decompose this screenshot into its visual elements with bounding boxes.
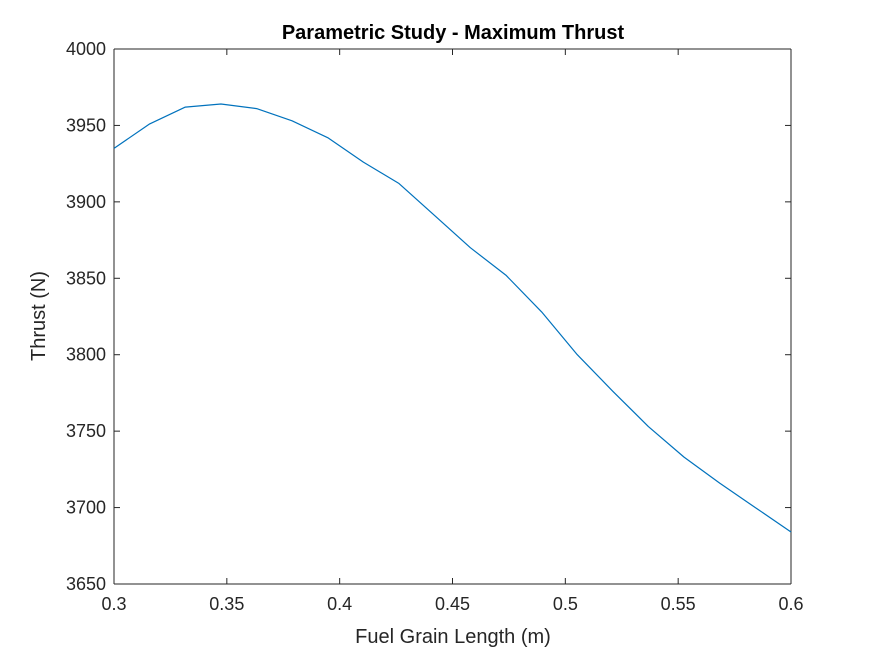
x-tick-label: 0.45: [435, 594, 470, 614]
x-axis-label: Fuel Grain Length (m): [355, 626, 551, 648]
y-tick-label: 3750: [66, 421, 106, 441]
x-tick-label: 0.35: [209, 594, 244, 614]
y-axis-label: Thrust (N): [28, 271, 50, 361]
y-tick-label: 3900: [66, 192, 106, 212]
y-tick-label: 3650: [66, 574, 106, 594]
plot-background: [114, 49, 791, 584]
y-tick-label: 3950: [66, 115, 106, 135]
y-tick-label: 3850: [66, 268, 106, 288]
x-tick-label: 0.5: [553, 594, 578, 614]
x-tick-label: 0.4: [327, 594, 352, 614]
x-tick-label: 0.3: [101, 594, 126, 614]
y-tick-label: 3800: [66, 345, 106, 365]
y-axis: 3650 3700 3750 3800 3850 3900 3950 4000: [66, 39, 791, 594]
x-axis: 0.3 0.35 0.4 0.45 0.5 0.55 0.6: [101, 49, 804, 614]
chart-title: Parametric Study - Maximum Thrust: [282, 22, 625, 44]
series-line: [113, 103, 792, 533]
x-tick-label: 0.55: [661, 594, 696, 614]
plot-area: [113, 48, 792, 585]
series-group: [113, 103, 792, 533]
x-tick-label: 0.6: [778, 594, 803, 614]
y-tick-label: 4000: [66, 39, 106, 59]
y-tick-label: 3700: [66, 498, 106, 518]
